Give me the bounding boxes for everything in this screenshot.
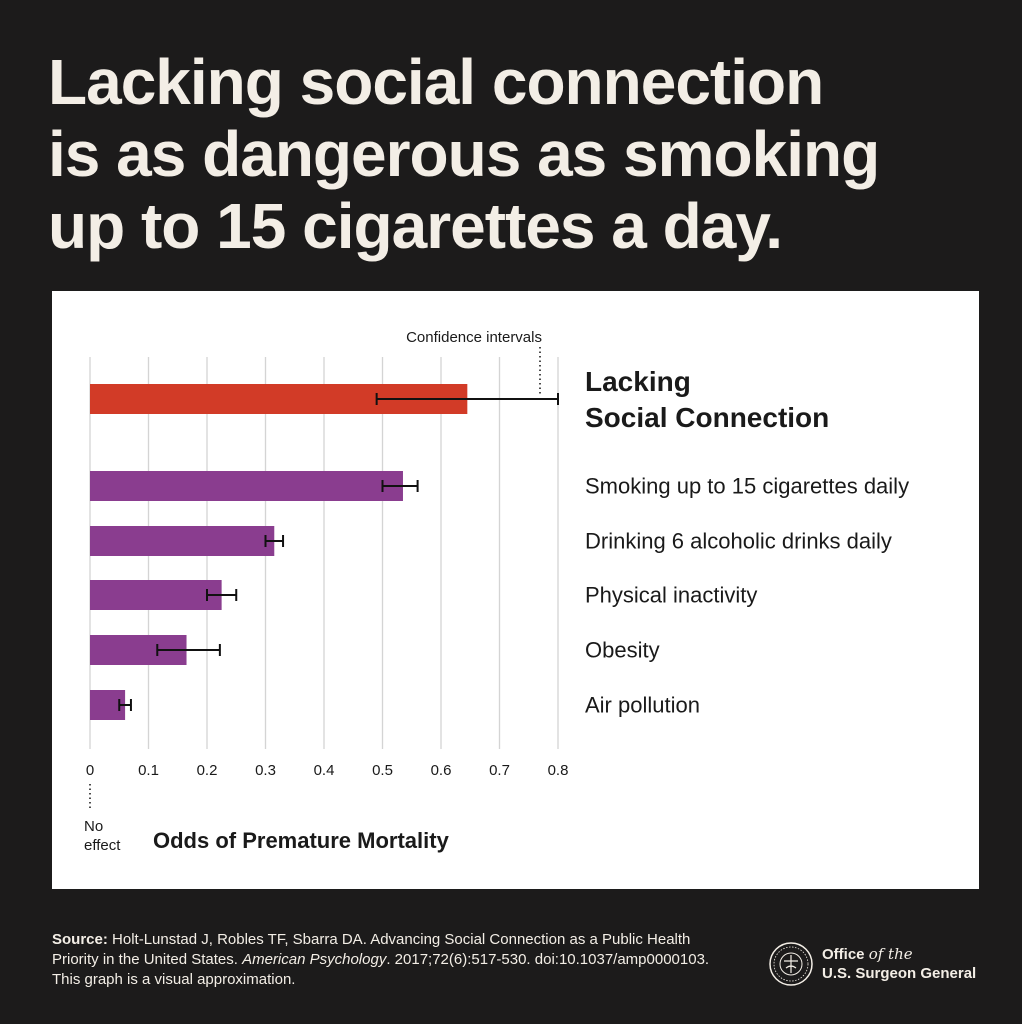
x-tick-label: 0.3 — [255, 762, 276, 779]
headline-line-1: Lacking social connection — [48, 46, 824, 118]
office-line-1: Office — [822, 946, 865, 963]
category-label-line: Smoking up to 15 cigarettes daily — [585, 474, 909, 499]
category-label-line: Air pollution — [585, 693, 700, 718]
source-citation: Source: Holt-Lunstad J, Robles TF, Sbarr… — [52, 930, 732, 990]
category-label-line: Physical inactivity — [585, 583, 757, 608]
bar — [90, 471, 403, 501]
source-text-1: Holt-Lunstad J, Robles TF, Sbarra DA. Ad… — [52, 931, 691, 968]
x-tick-label: 0.2 — [197, 762, 218, 779]
headline-line-3: up to 15 cigarettes a day. — [48, 190, 783, 262]
source-label: Source: — [52, 931, 108, 948]
journal-name: American Psychology — [242, 951, 387, 968]
x-tick-label: 0.5 — [372, 762, 393, 779]
x-tick-label: 0 — [86, 762, 94, 779]
x-axis-label: Odds of Premature Mortality — [153, 828, 450, 853]
surgeon-general-logo: Office of the U.S. Surgeon General — [768, 940, 976, 988]
chart-card: 0 0.1 0.2 0.3 0.4 0.5 0.6 0.7 0.8 Lacking Social C… — [52, 291, 979, 889]
x-tick-label: 0.1 — [138, 762, 159, 779]
no-effect-label-line-2: effect — [84, 837, 121, 854]
office-name: Office of the U.S. Surgeon General — [822, 945, 976, 983]
category-label: Air pollution — [585, 693, 700, 718]
seal-icon — [769, 942, 813, 986]
category-label: Smoking up to 15 cigarettes daily — [585, 474, 909, 499]
category-label-line: Social Connection — [585, 402, 829, 433]
no-effect-label-line-1: No — [84, 818, 103, 835]
category-label: Lacking Social Connection — [585, 366, 829, 433]
x-tick-label: 0.6 — [431, 762, 452, 779]
x-tick-label: 0.8 — [548, 762, 569, 779]
headline: Lacking social connection is as dangerou… — [48, 46, 988, 262]
category-label: Drinking 6 alcoholic drinks daily — [585, 529, 892, 554]
x-tick-label: 0.4 — [314, 762, 335, 779]
category-label: Obesity — [585, 638, 660, 663]
office-of-the: of the — [868, 945, 913, 963]
office-line-2: U.S. Surgeon General — [822, 965, 977, 982]
category-label: Physical inactivity — [585, 583, 757, 608]
bar — [90, 580, 222, 610]
category-label-line: Obesity — [585, 638, 660, 663]
category-label-line: Drinking 6 alcoholic drinks daily — [585, 529, 892, 554]
chart: 0 0.1 0.2 0.3 0.4 0.5 0.6 0.7 0.8 Lacking Social C… — [84, 329, 909, 854]
confidence-intervals-label: Confidence intervals — [406, 329, 542, 346]
headline-line-2: is as dangerous as smoking — [48, 118, 880, 190]
x-tick-label: 0.7 — [489, 762, 510, 779]
bar — [90, 526, 275, 556]
source-text-2: . 2017;72(6):517-530. doi:10.1037/amp000… — [52, 951, 710, 988]
category-label-line: Lacking — [585, 366, 691, 397]
